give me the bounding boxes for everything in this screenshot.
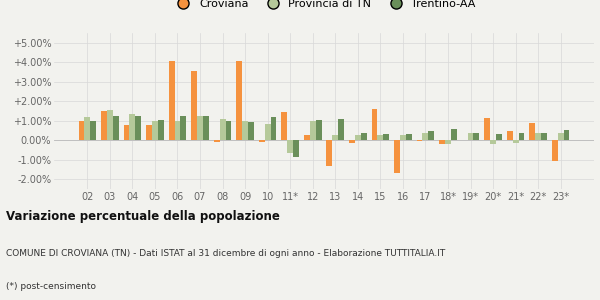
Bar [158,120,164,140]
Bar [169,61,175,140]
Bar [529,123,535,140]
Bar [79,121,85,140]
Bar [473,134,479,140]
Bar [484,118,490,140]
Bar [287,140,293,153]
Bar [355,135,361,140]
Bar [304,135,310,140]
Bar [220,119,226,140]
Bar [361,134,367,140]
Bar [107,110,113,140]
Bar [406,134,412,140]
Bar [422,134,428,140]
Bar [332,135,338,140]
Bar [371,109,377,140]
Bar [242,121,248,140]
Bar [535,134,541,140]
Bar [214,140,220,142]
Text: Variazione percentuale della popolazione: Variazione percentuale della popolazione [6,210,280,223]
Text: (*) post-censimento: (*) post-censimento [6,282,96,291]
Bar [146,125,152,140]
Bar [326,140,332,166]
Bar [451,128,457,140]
Bar [518,134,524,140]
Legend: Croviana, Provincia di TN, Trentino-AA: Croviana, Provincia di TN, Trentino-AA [168,0,480,14]
Bar [400,135,406,140]
Bar [563,130,569,140]
Bar [377,135,383,140]
Bar [152,121,158,140]
Bar [512,140,518,143]
Bar [439,140,445,144]
Bar [113,116,119,140]
Bar [558,134,563,140]
Bar [130,114,136,140]
Bar [175,121,181,140]
Text: COMUNE DI CROVIANA (TN) - Dati ISTAT al 31 dicembre di ogni anno - Elaborazione : COMUNE DI CROVIANA (TN) - Dati ISTAT al … [6,249,445,258]
Bar [316,120,322,140]
Bar [248,122,254,140]
Bar [541,134,547,140]
Bar [394,140,400,173]
Bar [265,124,271,140]
Bar [226,121,232,140]
Bar [85,117,90,140]
Bar [552,140,558,161]
Bar [507,131,512,140]
Bar [428,131,434,140]
Bar [259,140,265,142]
Bar [416,140,422,141]
Bar [445,140,451,144]
Bar [203,116,209,140]
Bar [293,140,299,157]
Bar [101,111,107,140]
Bar [310,121,316,140]
Bar [349,140,355,143]
Bar [90,121,96,140]
Bar [338,119,344,140]
Bar [236,61,242,140]
Bar [271,117,277,140]
Bar [383,134,389,140]
Bar [191,71,197,140]
Bar [181,116,186,140]
Bar [467,134,473,140]
Bar [281,112,287,140]
Bar [197,116,203,140]
Bar [490,140,496,144]
Bar [496,134,502,140]
Bar [136,116,141,140]
Bar [124,125,130,140]
